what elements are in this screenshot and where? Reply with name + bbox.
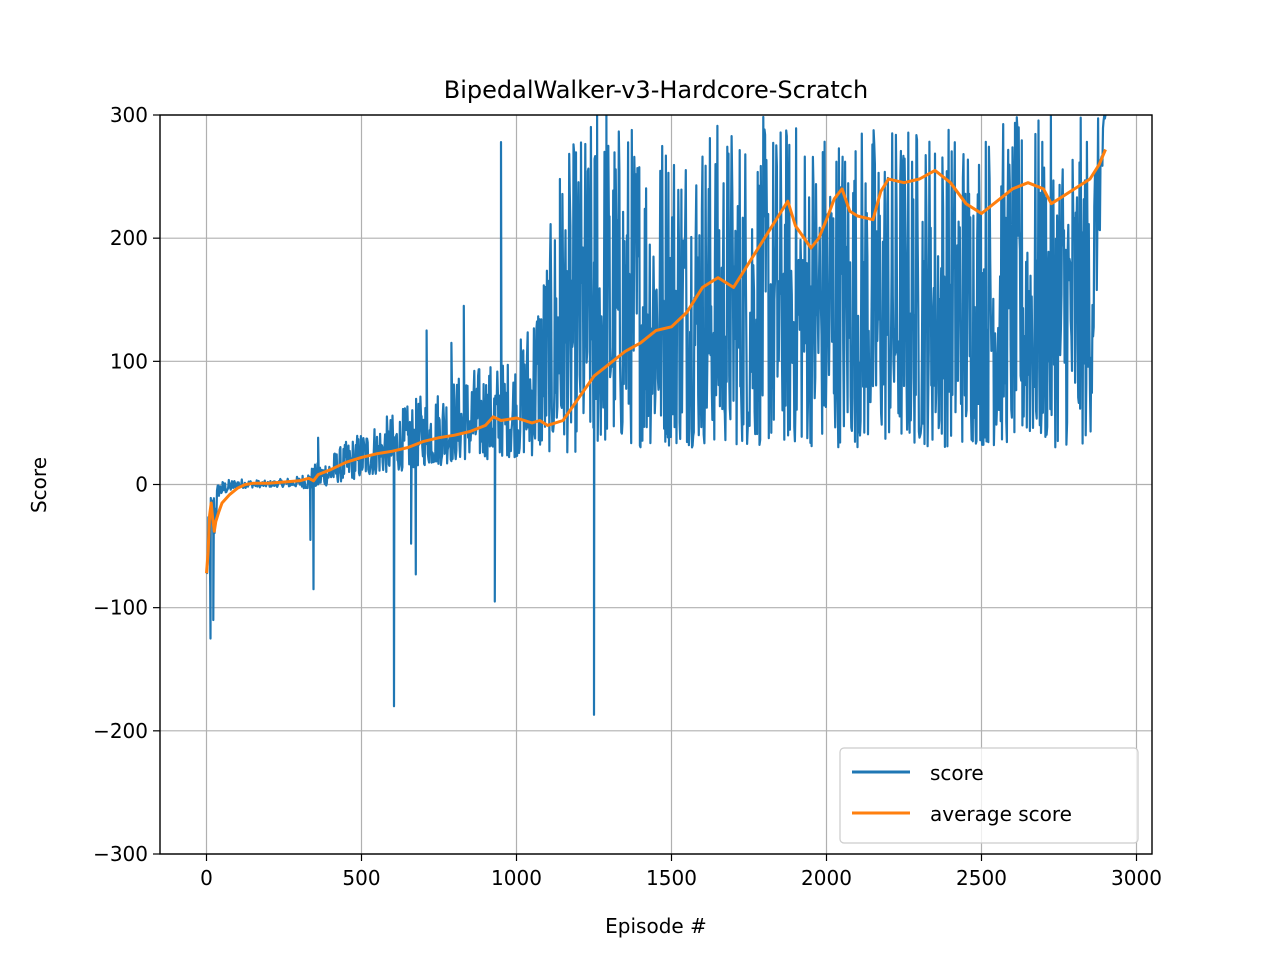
x-tick-label: 2000 xyxy=(801,866,852,890)
series-line-score xyxy=(205,115,1107,716)
y-axis-title: Score xyxy=(27,457,51,513)
legend-label-score: score xyxy=(930,761,984,785)
x-axis-title: Episode # xyxy=(605,914,707,938)
x-tick-label: 1000 xyxy=(491,866,542,890)
y-tick-label: 300 xyxy=(110,103,148,127)
legend-box xyxy=(839,747,1139,844)
x-tick-label: 1500 xyxy=(646,866,697,890)
chart-title: BipedalWalker-v3-Hardcore-Scratch xyxy=(444,76,869,104)
y-tick-label: 100 xyxy=(110,349,148,373)
series-layer xyxy=(205,115,1107,716)
axis-ticks: 0 500 1000 1500 2000 2500 3000 −300 −200 −100 0 100… xyxy=(93,103,1162,890)
x-tick-label: 2500 xyxy=(956,866,1007,890)
y-tick-label: 0 xyxy=(135,473,148,497)
y-tick-label: −200 xyxy=(93,719,148,743)
y-tick-label: −100 xyxy=(93,596,148,620)
series-line-average-score xyxy=(205,148,1107,574)
x-tick-label: 3000 xyxy=(1111,866,1162,890)
legend: score average score xyxy=(839,747,1139,844)
y-tick-label: 200 xyxy=(110,226,148,250)
y-tick-label: −300 xyxy=(93,842,148,866)
x-tick-label: 500 xyxy=(342,866,380,890)
legend-label-average-score: average score xyxy=(930,802,1072,826)
x-tick-label: 0 xyxy=(200,866,213,890)
